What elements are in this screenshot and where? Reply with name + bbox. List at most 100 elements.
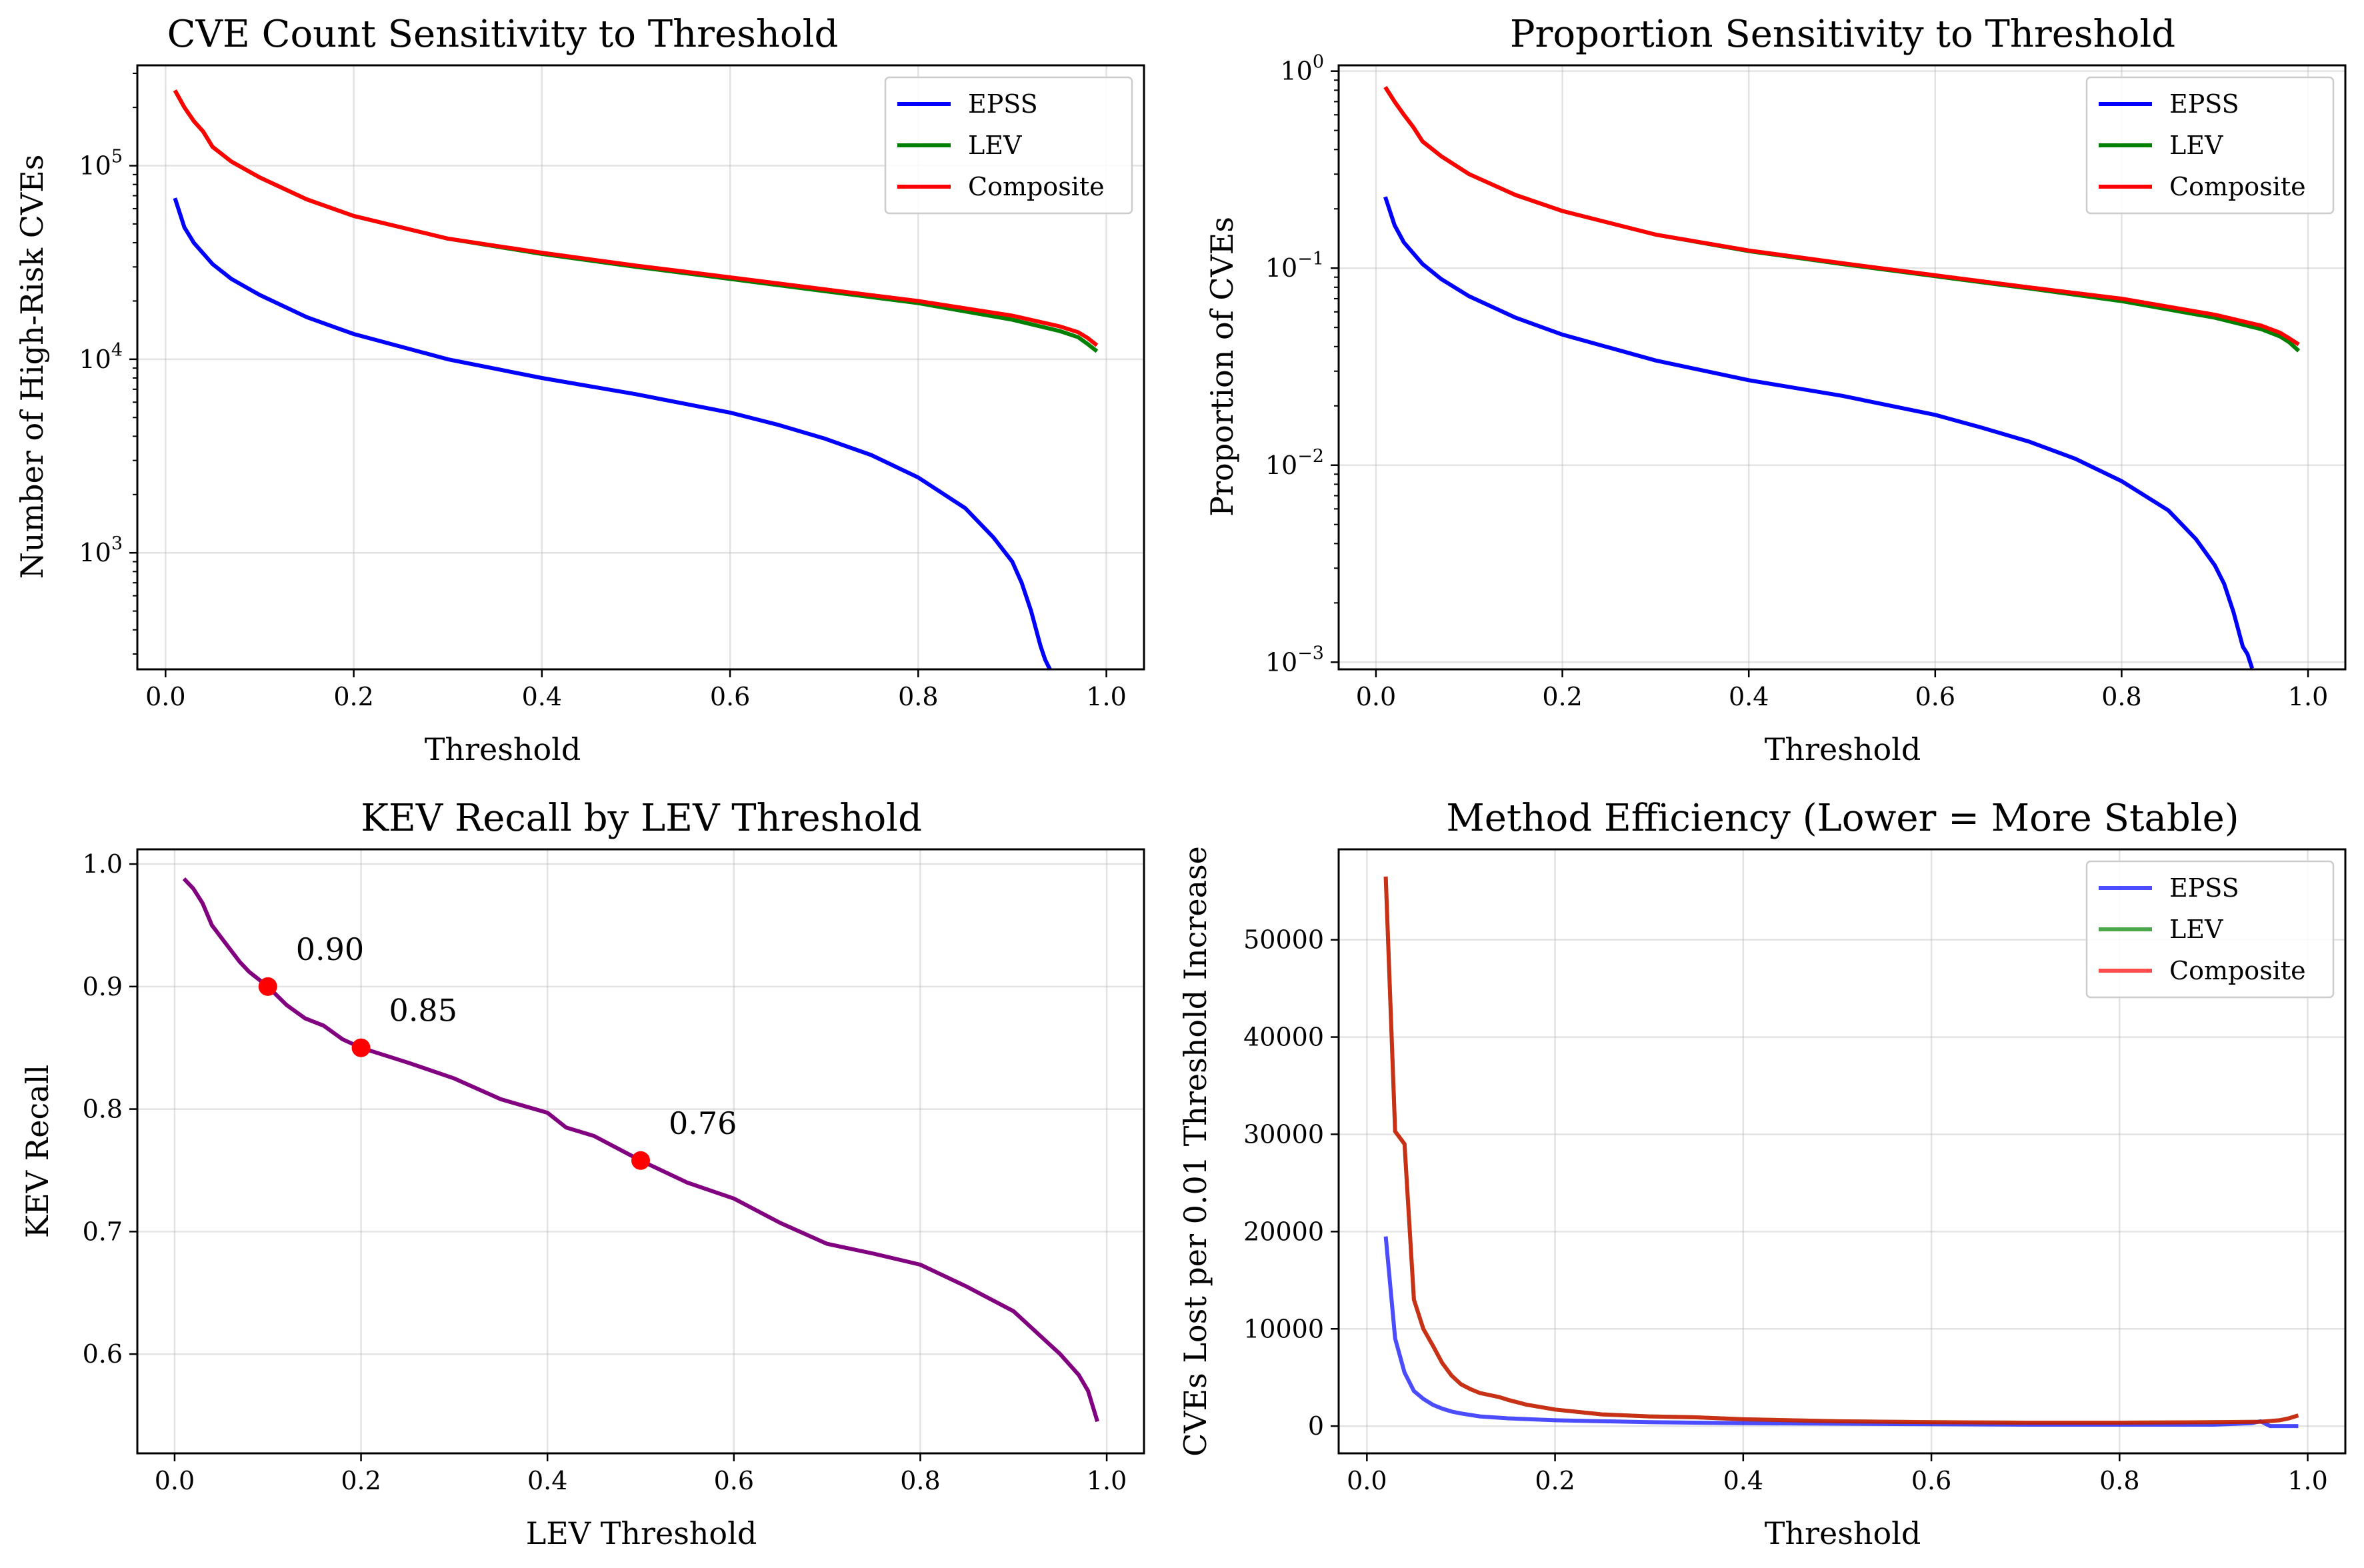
x-tick-label: 0.2 bbox=[341, 1466, 381, 1495]
panel-cve-count-ticks: 0.0 0.2 0.4 0.6 0.8 1.0 103 104 105 bbox=[79, 73, 1127, 711]
panel-method-efficiency: Method Efficiency (Lower = More Stable) … bbox=[1177, 797, 2347, 1551]
series-line-epss bbox=[1383, 196, 2255, 669]
panel-cve-count-series bbox=[173, 89, 1099, 671]
y-tick-label: 30000 bbox=[1243, 1119, 1324, 1149]
y-tick-label: 104 bbox=[79, 340, 123, 374]
panel-kev-recall-grid bbox=[137, 849, 1144, 1453]
point-annotation: 0.76 bbox=[669, 1105, 737, 1141]
legend-box bbox=[2085, 860, 2335, 999]
panel-cve-count: CVE Count Sensitivity to Threshold Thres… bbox=[14, 13, 1145, 767]
y-tick-label: 0.8 bbox=[83, 1095, 123, 1124]
point-annotation: 0.85 bbox=[389, 993, 457, 1029]
panel-method-efficiency-xlabel: Threshold bbox=[1765, 1515, 1921, 1551]
panel-proportion-ylabel: Proportion of CVEs bbox=[1204, 217, 1240, 517]
legend-label-epss: EPSS bbox=[968, 89, 1038, 119]
panel-cve-count-grid bbox=[137, 65, 1144, 669]
y-tick-label: 0.7 bbox=[83, 1217, 123, 1246]
panel-proportion: Proportion Sensitivity to Threshold Thre… bbox=[1204, 13, 2347, 767]
panel-proportion-title: Proportion Sensitivity to Threshold bbox=[1510, 13, 2175, 56]
point-annotation: 0.90 bbox=[296, 931, 364, 967]
panel-proportion-legend: EPSS LEV Composite bbox=[2085, 76, 2335, 215]
panel-method-efficiency-legend: EPSS LEV Composite bbox=[2085, 860, 2335, 999]
y-tick-label: 103 bbox=[79, 533, 123, 567]
highlight-point bbox=[351, 1038, 371, 1057]
y-tick-label: 10−2 bbox=[1265, 446, 1324, 480]
panel-proportion-series bbox=[1383, 85, 2301, 669]
legend-box bbox=[2085, 76, 2335, 215]
x-tick-label: 0.2 bbox=[333, 682, 373, 711]
x-tick-label: 1.0 bbox=[2288, 682, 2328, 711]
x-tick-label: 0.0 bbox=[155, 1466, 195, 1495]
y-tick-label: 10−1 bbox=[1265, 249, 1324, 283]
highlight-point bbox=[631, 1151, 650, 1170]
x-tick-label: 0.6 bbox=[1915, 682, 1955, 711]
x-tick-label: 0.6 bbox=[714, 1466, 754, 1495]
y-tick-label: 0.6 bbox=[83, 1339, 123, 1369]
y-tick-label: 10000 bbox=[1243, 1314, 1324, 1343]
panel-method-efficiency-ylabel: CVEs Lost per 0.01 Threshold Increase bbox=[1177, 846, 1213, 1457]
legend-label-composite: Composite bbox=[2169, 172, 2306, 201]
panel-method-efficiency-series bbox=[1383, 876, 2299, 1429]
x-tick-label: 0.6 bbox=[710, 682, 750, 711]
x-tick-label: 0.8 bbox=[898, 682, 938, 711]
x-tick-label: 0.0 bbox=[1356, 682, 1396, 711]
legend-label-lev: LEV bbox=[2169, 131, 2223, 160]
x-tick-label: 0.4 bbox=[522, 682, 562, 711]
series-line-epss bbox=[173, 197, 1052, 671]
panel-cve-count-frame bbox=[136, 64, 1145, 671]
y-tick-label: 40000 bbox=[1243, 1023, 1324, 1052]
panel-method-efficiency-title: Method Efficiency (Lower = More Stable) bbox=[1446, 797, 2239, 840]
x-tick-label: 0.4 bbox=[1729, 682, 1769, 711]
panel-cve-count-ylabel: Number of High-Risk CVEs bbox=[14, 155, 50, 579]
y-tick-label: 0 bbox=[1308, 1411, 1324, 1441]
y-tick-label: 1.0 bbox=[83, 849, 123, 879]
x-tick-label: 0.6 bbox=[1911, 1466, 1951, 1495]
x-tick-label: 1.0 bbox=[1086, 682, 1126, 711]
legend-box bbox=[884, 76, 1133, 215]
y-tick-label: 20000 bbox=[1243, 1217, 1324, 1246]
y-tick-label: 10−3 bbox=[1265, 643, 1324, 677]
panel-kev-recall-ylabel: KEV Recall bbox=[19, 1065, 55, 1238]
panel-method-efficiency-frame bbox=[1337, 848, 2347, 1455]
x-tick-label: 1.0 bbox=[2287, 1466, 2327, 1495]
x-tick-label: 0.8 bbox=[2099, 1466, 2139, 1495]
series-line-epss bbox=[1383, 1236, 2299, 1429]
series-line-composite bbox=[1383, 85, 2300, 347]
series-line-composite bbox=[1383, 876, 2299, 1425]
y-tick-label: 100 bbox=[1280, 52, 1324, 86]
series-line-recall bbox=[182, 877, 1099, 1423]
x-tick-label: 0.8 bbox=[900, 1466, 940, 1495]
y-tick-label: 105 bbox=[79, 147, 123, 181]
panel-kev-recall-ticks: 0.0 0.2 0.4 0.6 0.8 1.0 0.6 0.7 0.8 0.9 1.0 bbox=[83, 849, 1127, 1495]
legend-label-composite: Composite bbox=[968, 172, 1105, 201]
y-tick-label: 0.9 bbox=[83, 972, 123, 1001]
x-tick-label: 0.2 bbox=[1542, 682, 1582, 711]
x-tick-label: 0.4 bbox=[527, 1466, 567, 1495]
panel-cve-count-legend: EPSS LEV Composite bbox=[884, 76, 1133, 215]
panel-cve-count-xlabel: Threshold bbox=[425, 731, 581, 767]
x-tick-label: 0.2 bbox=[1535, 1466, 1575, 1495]
panel-kev-recall-xlabel: LEV Threshold bbox=[526, 1515, 757, 1551]
x-tick-label: 0.0 bbox=[1347, 1466, 1387, 1495]
panel-proportion-ticks: 0.0 0.2 0.4 0.6 0.8 1.0 10−3 10−2 10−1 100 bbox=[1265, 52, 2328, 711]
y-tick-label: 50000 bbox=[1243, 925, 1324, 955]
panel-kev-recall-title: KEV Recall by LEV Threshold bbox=[361, 797, 922, 840]
highlight-point bbox=[258, 977, 277, 996]
panel-kev-recall-frame bbox=[136, 848, 1145, 1455]
legend-label-lev: LEV bbox=[968, 131, 1022, 160]
series-line-composite bbox=[173, 89, 1099, 347]
legend-label-epss: EPSS bbox=[2169, 89, 2239, 119]
x-tick-label: 0.8 bbox=[2101, 682, 2141, 711]
legend-label-composite: Composite bbox=[2169, 956, 2306, 985]
panel-proportion-frame bbox=[1337, 64, 2347, 671]
panel-method-efficiency-ticks: 0.0 0.2 0.4 0.6 0.8 1.0 0 10000 20000 30000 40000 5… bbox=[1243, 925, 2328, 1495]
legend-label-epss: EPSS bbox=[2169, 873, 2239, 903]
panel-proportion-xlabel: Threshold bbox=[1765, 731, 1921, 767]
x-tick-label: 1.0 bbox=[1087, 1466, 1127, 1495]
panel-kev-recall-series: 0.90 0.85 0.76 bbox=[182, 877, 1099, 1423]
panel-kev-recall: KEV Recall by LEV Threshold LEV Threshol… bbox=[19, 797, 1145, 1551]
x-tick-label: 0.4 bbox=[1723, 1466, 1763, 1495]
x-tick-label: 0.0 bbox=[145, 682, 185, 711]
legend-label-lev: LEV bbox=[2169, 915, 2223, 944]
